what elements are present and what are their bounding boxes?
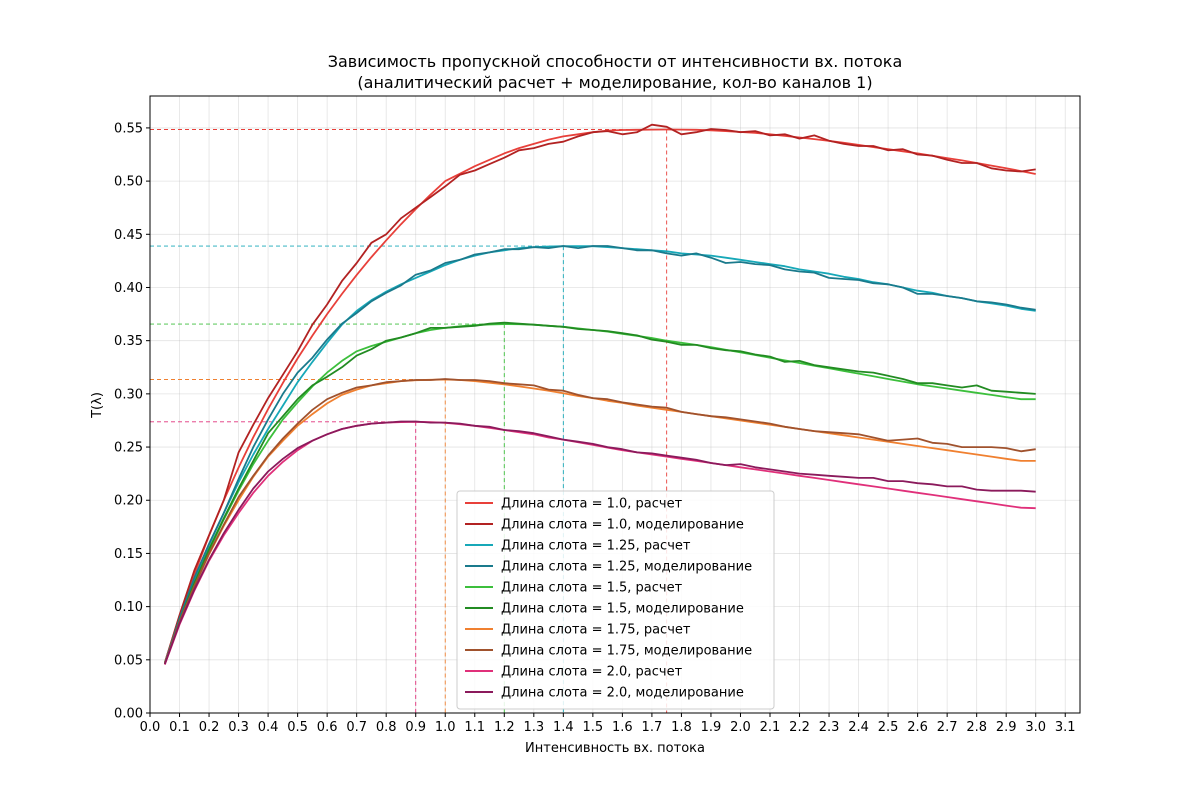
x-tick-label: 0.4: [258, 720, 279, 735]
x-tick-label: 2.0: [730, 720, 751, 735]
y-axis-label: T(λ): [90, 392, 105, 419]
x-tick-label: 3.1: [1055, 720, 1076, 735]
x-tick-label: 2.4: [848, 720, 869, 735]
y-tick-label: 0.10: [114, 600, 143, 615]
plot-frame: [149, 95, 1081, 714]
y-tick-label: 0.25: [114, 441, 143, 456]
x-tick-label: 2.6: [907, 720, 928, 735]
y-tick-label: 0.30: [114, 387, 143, 402]
chart-title-line-1: Зависимость пропускной способности от ин…: [328, 52, 903, 71]
legend-label: Длина слота = 1.75, расчет: [501, 623, 691, 638]
legend: Длина слота = 1.0, расчет Длина слота = 1…: [456, 490, 775, 710]
y-tick-label: 0.35: [114, 334, 143, 349]
y-axis-ticks: 0.00 0.05 0.10 0.15 0.20 0.25 0.30 0.35 0.40 0.45…: [114, 121, 150, 722]
series-layer: [163, 123, 1036, 665]
x-axis-label: Интенсивность вх. потока: [525, 741, 705, 756]
x-tick-label: 0.2: [199, 720, 220, 735]
y-tick-label: 0.05: [114, 653, 143, 668]
series-line-7: [163, 378, 1036, 665]
legend-label: Длина слота = 2.0, расчет: [501, 665, 683, 680]
x-tick-label: 1.0: [435, 720, 456, 735]
legend-label: Длина слота = 1.0, расчет: [501, 497, 683, 512]
x-tick-label: 0.9: [405, 720, 426, 735]
x-tick-label: 0.0: [140, 720, 161, 735]
y-tick-label: 0.50: [114, 175, 143, 190]
series-line-1: [163, 123, 1036, 664]
x-tick-label: 0.1: [169, 720, 190, 735]
x-tick-label: 1.1: [464, 720, 485, 735]
legend-label: Длина слота = 1.25, расчет: [501, 539, 691, 554]
chart-title-line-2: (аналитический расчет + моделирование, к…: [357, 73, 872, 92]
y-tick-label: 0.20: [114, 494, 143, 509]
x-tick-label: 1.6: [612, 720, 633, 735]
y-tick-label: 0.40: [114, 281, 143, 296]
legend-label: Длина слота = 1.25, моделирование: [501, 560, 752, 575]
y-tick-label: 0.15: [114, 547, 143, 562]
legend-label: Длина слота = 1.5, расчет: [501, 581, 683, 596]
y-tick-label: 0.00: [114, 707, 143, 722]
series-line-3: [163, 245, 1036, 665]
x-tick-label: 1.8: [671, 720, 692, 735]
x-tick-label: 2.7: [937, 720, 958, 735]
y-tick-label: 0.45: [114, 228, 143, 243]
x-tick-label: 3.0: [1025, 720, 1046, 735]
x-tick-label: 0.5: [287, 720, 308, 735]
x-tick-label: 2.9: [996, 720, 1017, 735]
x-tick-label: 2.5: [878, 720, 899, 735]
x-axis-ticks: 0.0 0.1 0.2 0.3 0.4 0.5 0.6 0.7 0.8 0.9 1.0 1.1 1.2 1…: [140, 713, 1076, 735]
x-tick-label: 0.7: [346, 720, 367, 735]
x-tick-label: 0.3: [228, 720, 249, 735]
x-tick-label: 0.8: [376, 720, 397, 735]
legend-box: [456, 490, 775, 710]
x-tick-label: 2.2: [789, 720, 810, 735]
x-tick-label: 1.9: [701, 720, 722, 735]
x-tick-label: 2.3: [819, 720, 840, 735]
x-tick-label: 1.4: [553, 720, 574, 735]
legend-label: Длина слота = 1.0, моделирование: [501, 518, 744, 533]
x-tick-label: 2.8: [966, 720, 987, 735]
x-tick-label: 1.5: [583, 720, 604, 735]
legend-label: Длина слота = 1.5, моделирование: [501, 602, 744, 617]
x-tick-label: 1.7: [642, 720, 663, 735]
series-line-5: [163, 321, 1036, 665]
x-tick-label: 1.3: [523, 720, 544, 735]
legend-label: Длина слота = 2.0, моделирование: [501, 686, 744, 701]
y-tick-label: 0.55: [114, 121, 143, 136]
x-tick-label: 1.2: [494, 720, 515, 735]
series-line-9: [163, 420, 1036, 665]
legend-label: Длина слота = 1.75, моделирование: [501, 644, 752, 659]
x-tick-label: 0.6: [317, 720, 338, 735]
x-tick-label: 2.1: [760, 720, 781, 735]
